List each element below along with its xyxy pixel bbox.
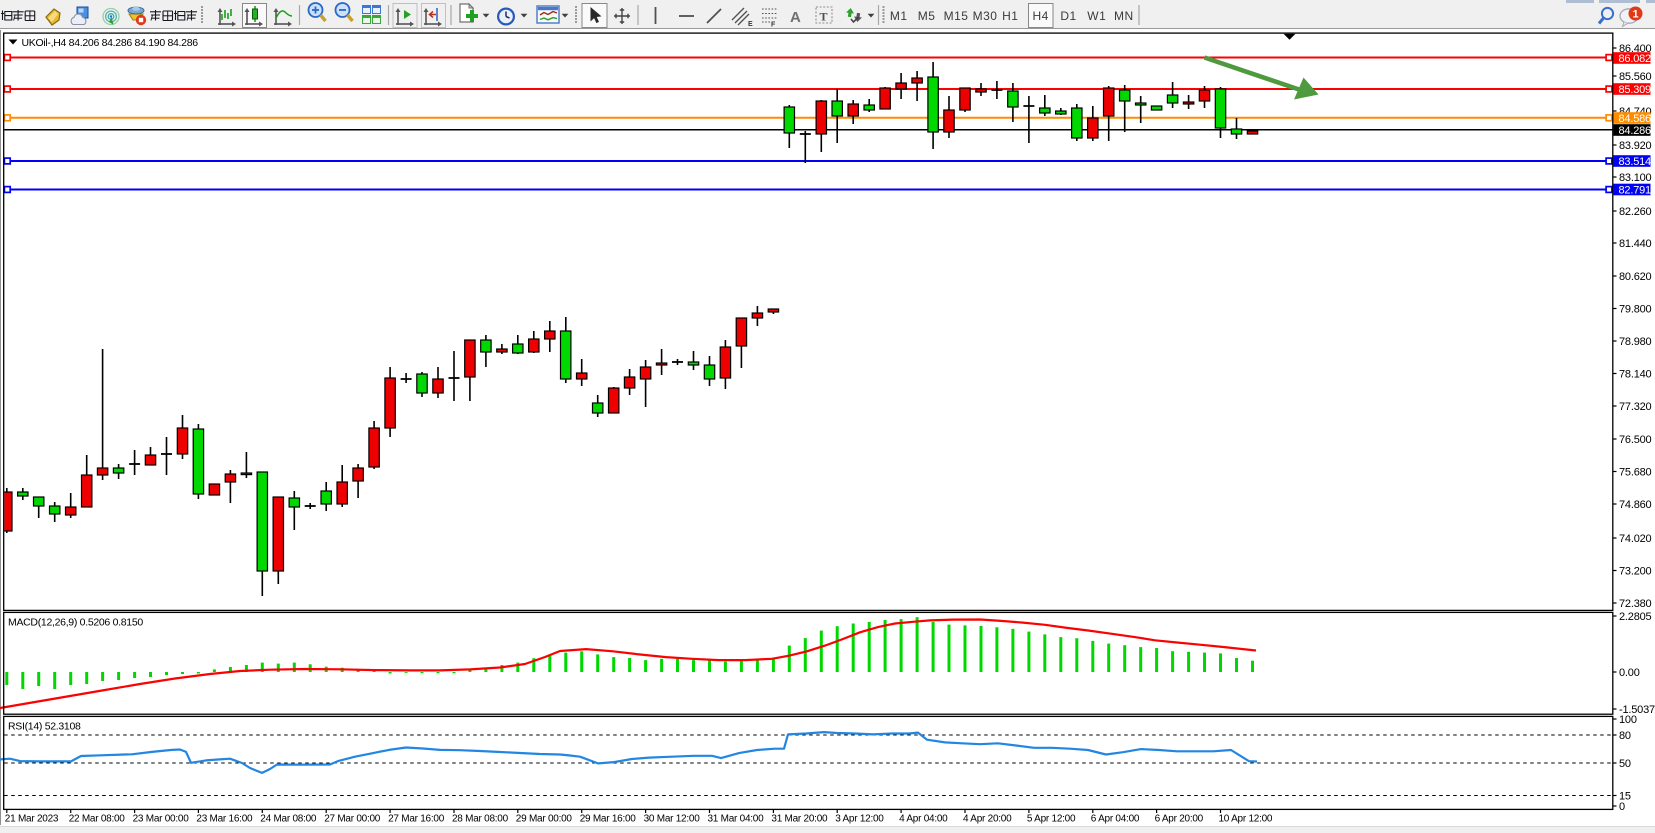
svg-text:80: 80 — [1619, 730, 1631, 742]
svg-text:76.500: 76.500 — [1619, 434, 1652, 446]
svg-text:E: E — [748, 21, 753, 28]
svg-text:24 Mar 08:00: 24 Mar 08:00 — [260, 814, 317, 825]
svg-text:82.260: 82.260 — [1619, 206, 1652, 218]
svg-text:T: T — [820, 10, 828, 24]
svg-text:77.320: 77.320 — [1619, 401, 1652, 413]
svg-text:H1: H1 — [1002, 9, 1018, 23]
svg-text:72.380: 72.380 — [1619, 598, 1652, 610]
svg-text:M5: M5 — [918, 9, 936, 23]
svg-text:22 Mar 08:00: 22 Mar 08:00 — [69, 814, 126, 825]
svg-text:4 Apr 20:00: 4 Apr 20:00 — [963, 814, 1012, 825]
svg-text:79.800: 79.800 — [1619, 303, 1652, 315]
svg-text:23 Mar 16:00: 23 Mar 16:00 — [196, 814, 253, 825]
svg-text:M30: M30 — [973, 9, 998, 23]
svg-text:78.140: 78.140 — [1619, 368, 1652, 380]
svg-text:50: 50 — [1619, 758, 1631, 770]
svg-text:UKOil-,H4 84.206 84.286 84.19: UKOil-,H4 84.206 84.286 84.190 84.286 — [22, 37, 199, 49]
svg-text:81.440: 81.440 — [1619, 238, 1652, 250]
svg-text:M1: M1 — [890, 9, 908, 23]
svg-text:100: 100 — [1619, 714, 1637, 726]
svg-text:31 Mar 04:00: 31 Mar 04:00 — [708, 814, 765, 825]
svg-text:6 Apr 04:00: 6 Apr 04:00 — [1091, 814, 1140, 825]
svg-text:29 Mar 16:00: 29 Mar 16:00 — [580, 814, 637, 825]
svg-text:RSI(14) 52.3108: RSI(14) 52.3108 — [8, 721, 81, 733]
svg-text:6 Apr 20:00: 6 Apr 20:00 — [1155, 814, 1204, 825]
svg-text:78.980: 78.980 — [1619, 336, 1652, 348]
svg-text:1: 1 — [1632, 9, 1638, 21]
svg-text:W1: W1 — [1087, 9, 1106, 23]
svg-text:0: 0 — [1619, 801, 1625, 813]
svg-text:82.791: 82.791 — [1619, 184, 1652, 196]
svg-text:23 Mar 00:00: 23 Mar 00:00 — [133, 814, 190, 825]
svg-text:A: A — [790, 9, 801, 26]
svg-text:83.514: 83.514 — [1619, 156, 1652, 168]
svg-text:31 Mar 20:00: 31 Mar 20:00 — [771, 814, 828, 825]
svg-text:30 Mar 12:00: 30 Mar 12:00 — [644, 814, 701, 825]
svg-text:85.309: 85.309 — [1619, 84, 1652, 96]
svg-text:29 Mar 00:00: 29 Mar 00:00 — [516, 814, 573, 825]
svg-text:74.020: 74.020 — [1619, 533, 1652, 545]
svg-text:10 Apr 12:00: 10 Apr 12:00 — [1219, 814, 1273, 825]
svg-text:M15: M15 — [944, 9, 969, 23]
svg-text:86.082: 86.082 — [1619, 53, 1652, 65]
svg-text:27 Mar 00:00: 27 Mar 00:00 — [324, 814, 381, 825]
svg-text:85.560: 85.560 — [1619, 71, 1652, 83]
svg-text:84.286: 84.286 — [1619, 125, 1652, 137]
svg-text:21 Mar 2023: 21 Mar 2023 — [5, 814, 59, 825]
svg-text:27 Mar 16:00: 27 Mar 16:00 — [388, 814, 445, 825]
svg-text:MN: MN — [1114, 9, 1134, 23]
svg-text:-1.5037: -1.5037 — [1619, 704, 1655, 716]
svg-text:80.620: 80.620 — [1619, 271, 1652, 283]
svg-text:83.920: 83.920 — [1619, 140, 1652, 152]
svg-text:2.2805: 2.2805 — [1619, 611, 1652, 623]
svg-text:73.200: 73.200 — [1619, 565, 1652, 577]
svg-text:15: 15 — [1619, 790, 1631, 802]
svg-text:84.586: 84.586 — [1619, 113, 1652, 125]
svg-text:F: F — [771, 22, 776, 29]
svg-text:MACD(12,26,9) 0.5206 0.8150: MACD(12,26,9) 0.5206 0.8150 — [8, 617, 143, 629]
svg-text:86.400: 86.400 — [1619, 43, 1652, 55]
svg-text:75.680: 75.680 — [1619, 466, 1652, 478]
svg-text:4 Apr 04:00: 4 Apr 04:00 — [899, 814, 948, 825]
svg-text:5 Apr 12:00: 5 Apr 12:00 — [1027, 814, 1076, 825]
svg-text:0.00: 0.00 — [1619, 667, 1640, 679]
svg-text:D1: D1 — [1060, 9, 1076, 23]
svg-text:83.100: 83.100 — [1619, 172, 1652, 184]
svg-text:28 Mar 08:00: 28 Mar 08:00 — [452, 814, 509, 825]
svg-text:3 Apr 12:00: 3 Apr 12:00 — [835, 814, 884, 825]
svg-text:74.860: 74.860 — [1619, 499, 1652, 511]
svg-text:H4: H4 — [1033, 9, 1049, 23]
